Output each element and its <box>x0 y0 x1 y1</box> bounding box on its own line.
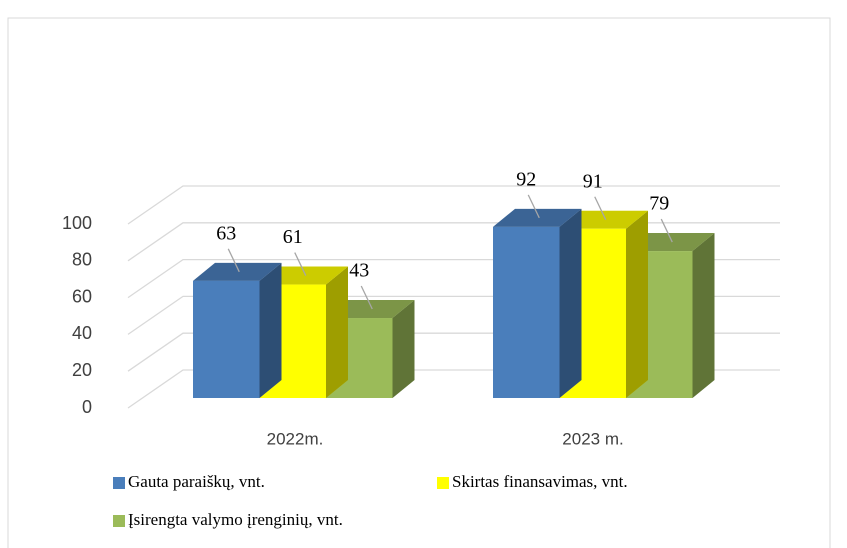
x-tick-label: 2023 m. <box>562 429 623 448</box>
bar-top <box>626 233 715 252</box>
leader-line <box>527 194 540 219</box>
bar-top <box>559 210 648 229</box>
y-tick-label: 40 <box>72 323 92 343</box>
legend-label: Skirtas finansavimas, vnt. <box>452 472 628 491</box>
bar-side <box>692 233 715 398</box>
legend-swatch <box>113 477 125 489</box>
bar-top-shade <box>326 300 415 319</box>
bar-top-shade <box>493 208 582 227</box>
bar-top <box>493 208 582 227</box>
leader-line <box>360 285 373 310</box>
chart-frame <box>7 17 831 548</box>
y-tick-label: 80 <box>72 250 92 270</box>
legend-swatch <box>113 515 125 527</box>
bar-top <box>259 266 348 285</box>
bar-side <box>259 262 282 398</box>
bar-side-shade <box>626 210 648 398</box>
leader-line <box>227 248 240 273</box>
bar-top-shade <box>193 262 282 281</box>
y-tick-label: 60 <box>72 286 92 306</box>
leader-line <box>294 252 307 276</box>
legend-label: Įsirengta valymo įrenginių, vnt. <box>128 510 343 529</box>
bar-side-shade <box>326 266 348 398</box>
bar-side <box>326 266 348 398</box>
data-label: 92 <box>516 168 536 190</box>
leader-line <box>660 218 673 243</box>
data-label: 63 <box>216 222 236 244</box>
bar-side <box>626 210 648 398</box>
bar-side-shade <box>559 208 582 398</box>
bar-side <box>559 208 582 398</box>
bar-top-shade <box>259 266 348 285</box>
y-tick-label: 0 <box>82 397 92 417</box>
bar-side-shade <box>692 233 715 398</box>
data-label: 43 <box>349 260 369 282</box>
bar-top-shade <box>559 210 648 229</box>
leader-line <box>594 196 607 221</box>
bar <box>493 226 560 398</box>
bar-top <box>193 262 282 281</box>
legend-label: Gauta paraiškų, vnt. <box>128 472 265 491</box>
data-label: 79 <box>649 193 669 215</box>
x-tick-label: 2022m. <box>267 429 324 448</box>
bar-top-shade <box>626 233 715 252</box>
bar <box>193 280 260 398</box>
bar-side <box>392 300 415 398</box>
bar-side-shade <box>392 300 415 398</box>
data-label: 61 <box>283 226 303 248</box>
bar-top <box>326 300 415 319</box>
bar-side-shade <box>259 262 282 398</box>
y-tick-label: 20 <box>72 360 92 380</box>
y-tick-label: 100 <box>62 213 92 233</box>
legend-swatch <box>437 477 449 489</box>
grid-line <box>127 185 780 225</box>
data-label: 91 <box>583 170 603 192</box>
